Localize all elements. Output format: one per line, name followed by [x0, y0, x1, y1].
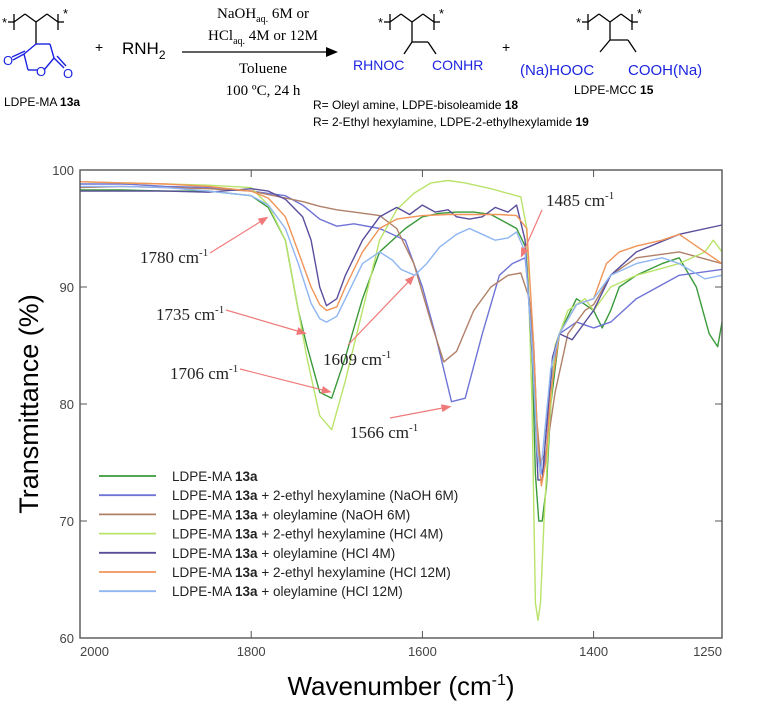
- legend-entry: LDPE-MA 13a + 2-ethyl hexylamine (HCl 12…: [172, 565, 451, 580]
- mcc-label: LDPE-MCC 15: [574, 83, 654, 97]
- legend-entry: LDPE-MA 13a + 2-ethyl hexylamine (HCl 4M…: [172, 527, 443, 542]
- ldpe-ma-structure: [8, 13, 64, 44]
- series-line-7: [80, 185, 723, 475]
- peak-label: 1485 cm-1: [546, 190, 614, 210]
- peak-annotations: 1780 cm-1 1735 cm-1 1706 cm-1 1609 cm-1 1566…: [140, 190, 614, 442]
- annotation-arrow: [209, 221, 261, 254]
- annotation-arrowhead: [257, 216, 269, 226]
- x-axis-label: Wavenumber (cm-1): [287, 671, 514, 701]
- plus-sign-2: +: [502, 39, 510, 55]
- annotation-arrowhead: [520, 246, 529, 258]
- annotation-arrowhead: [440, 404, 452, 413]
- star-right-1: *: [63, 6, 68, 21]
- condition-line-4: 100 ºC, 24 h: [226, 83, 301, 99]
- annotation-arrow: [389, 407, 443, 419]
- legend: LDPE-MA 13a LDPE-MA 13a + 2-ethyl hexylam…: [99, 469, 458, 599]
- plus-sign-1: +: [95, 39, 103, 55]
- series-line-2: [80, 183, 723, 475]
- annotation-arrowhead: [404, 275, 415, 286]
- y-tick-label: 80: [60, 397, 74, 412]
- ftir-chart: 2000 1800 1600 1400 1250 60 70 80 90 100 1780 cm-…: [14, 163, 723, 701]
- legend-entry: LDPE-MA 13a + oleylamine (HCl 12M): [172, 584, 403, 599]
- annotation-arrowhead: [296, 327, 307, 335]
- series-line-6: [79, 181, 723, 487]
- series-line-5: [80, 188, 723, 481]
- x-tick-label: 1400: [579, 644, 608, 659]
- annotation-arrow: [225, 309, 299, 332]
- reactant-label: LDPE-MA 13a: [4, 95, 80, 109]
- star-left-2: *: [378, 15, 383, 30]
- amine-reagent: RNH2: [122, 39, 166, 62]
- anhydride-ring: [11, 43, 67, 71]
- x-tick-label: 1800: [237, 644, 266, 659]
- star-left-1: *: [2, 15, 7, 30]
- legend-entry: LDPE-MA 13a + oleylamine (HCl 4M): [172, 546, 395, 561]
- star-right-3: *: [637, 6, 642, 21]
- legend-entry: LDPE-MA 13a + oleylamine (NaOH 6M): [172, 507, 410, 522]
- bisamide-structure: [384, 13, 440, 55]
- reaction-arrowhead: [326, 47, 338, 57]
- annotation-arrowhead: [320, 385, 332, 394]
- amide-right-group: CONHR: [432, 57, 483, 73]
- spectra-lines: [79, 179, 723, 622]
- r-definition-1: R= Oleyl amine, LDPE-bisoleamide 18: [313, 98, 518, 112]
- y-axis-label: Transmittance (%): [14, 294, 44, 514]
- legend-entry: LDPE-MA 13a + 2-ethyl hexylamine (NaOH 6…: [172, 488, 458, 503]
- amide-left-group: RHNOC: [353, 57, 404, 73]
- peak-label: 1566 cm-1: [350, 422, 418, 442]
- peak-label: 1706 cm-1: [170, 363, 238, 383]
- tick-labels: 2000 1800 1600 1400 1250 60 70 80 90 100: [52, 163, 722, 659]
- reaction-scheme: * * O O O LDPE-MA 13a + RNH2 NaOHaq. 6M …: [2, 6, 702, 129]
- x-tick-label: 1600: [408, 644, 437, 659]
- peak-label: 1609 cm-1: [323, 349, 391, 369]
- ring-oxygen-right: O: [63, 66, 73, 81]
- condition-line-1: NaOHaq. 6M or: [217, 6, 309, 25]
- star-right-2: *: [439, 6, 444, 21]
- star-left-3: *: [576, 15, 581, 30]
- r-definition-2: R= 2-Ethyl hexylamine, LDPE-2-ethylhexyl…: [313, 115, 589, 129]
- acid-right-group: COOH(Na): [628, 62, 702, 79]
- x-tick-label: 1250: [693, 644, 722, 659]
- condition-line-3: Toluene: [239, 61, 287, 77]
- peak-label: 1735 cm-1: [156, 304, 224, 324]
- x-tick-label: 2000: [80, 644, 109, 659]
- peak-label: 1780 cm-1: [140, 247, 208, 267]
- annotation-arrow: [239, 368, 324, 391]
- series-line-3: [79, 185, 723, 464]
- series-line-4: [79, 179, 723, 622]
- annotation-arrow: [523, 209, 543, 250]
- condition-line-2: HClaq. 4M or 12M: [208, 28, 318, 47]
- ring-oxygen-left: O: [3, 53, 13, 68]
- acid-left-group: (Na)HOOC: [520, 62, 594, 79]
- y-tick-label: 60: [60, 631, 74, 646]
- y-tick-label: 90: [60, 280, 74, 295]
- legend-entry: LDPE-MA 13a: [172, 469, 258, 484]
- ring-oxygen-center: O: [36, 64, 46, 79]
- plot-frame: [79, 169, 723, 639]
- mcc-structure: [582, 13, 638, 53]
- annotation-arrow: [347, 281, 409, 346]
- y-tick-label: 70: [60, 514, 74, 529]
- y-tick-label: 100: [52, 163, 74, 178]
